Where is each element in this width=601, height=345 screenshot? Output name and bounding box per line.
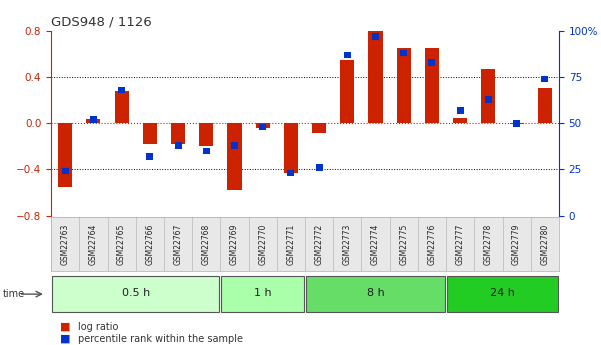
Bar xyxy=(400,50,407,56)
Text: percentile rank within the sample: percentile rank within the sample xyxy=(78,334,243,344)
Bar xyxy=(146,154,153,160)
Text: GSM22768: GSM22768 xyxy=(202,224,211,265)
Bar xyxy=(447,276,558,312)
Bar xyxy=(90,117,97,123)
Bar xyxy=(143,124,157,144)
Bar xyxy=(255,124,270,128)
Text: GSM22772: GSM22772 xyxy=(314,224,323,265)
Bar xyxy=(397,48,411,124)
Text: GSM22773: GSM22773 xyxy=(343,224,352,265)
Bar xyxy=(425,48,439,124)
Bar xyxy=(542,76,548,82)
Bar xyxy=(259,124,266,130)
Bar xyxy=(87,119,100,124)
Text: GSM22764: GSM22764 xyxy=(89,224,98,265)
Bar xyxy=(174,142,182,149)
Text: time: time xyxy=(3,289,25,299)
Text: GDS948 / 1126: GDS948 / 1126 xyxy=(51,16,152,29)
Bar xyxy=(368,31,383,124)
Text: GSM22774: GSM22774 xyxy=(371,224,380,265)
Text: GSM22769: GSM22769 xyxy=(230,224,239,265)
Bar xyxy=(231,142,238,149)
Bar xyxy=(58,124,72,187)
Bar xyxy=(222,276,304,312)
Text: ■: ■ xyxy=(60,322,70,332)
Bar xyxy=(510,124,523,125)
Text: GSM22763: GSM22763 xyxy=(61,224,70,265)
Text: GSM22779: GSM22779 xyxy=(512,224,521,265)
Bar xyxy=(171,124,185,144)
Bar xyxy=(513,120,520,127)
Bar xyxy=(457,107,464,114)
Bar xyxy=(316,165,323,171)
Text: GSM22778: GSM22778 xyxy=(484,224,493,265)
Bar xyxy=(312,124,326,132)
Bar xyxy=(372,33,379,40)
Bar xyxy=(203,148,210,154)
Bar xyxy=(287,170,294,176)
Bar xyxy=(306,276,445,312)
Text: GSM22771: GSM22771 xyxy=(287,224,296,265)
Bar xyxy=(538,88,552,124)
Bar xyxy=(227,124,242,190)
Bar xyxy=(453,118,467,124)
Text: GSM22775: GSM22775 xyxy=(399,224,408,265)
Text: 24 h: 24 h xyxy=(490,288,515,298)
Bar xyxy=(115,91,129,124)
Text: log ratio: log ratio xyxy=(78,322,118,332)
Text: GSM22767: GSM22767 xyxy=(174,224,183,265)
Text: GSM22776: GSM22776 xyxy=(427,224,436,265)
Text: GSM22780: GSM22780 xyxy=(540,224,549,265)
Bar xyxy=(485,96,492,102)
Bar xyxy=(52,276,219,312)
Bar xyxy=(284,124,298,173)
Text: ■: ■ xyxy=(60,334,70,344)
Bar xyxy=(62,168,69,175)
Text: 0.5 h: 0.5 h xyxy=(121,288,150,298)
Bar xyxy=(429,59,436,66)
Text: 8 h: 8 h xyxy=(367,288,385,298)
Bar xyxy=(199,124,213,146)
Text: GSM22777: GSM22777 xyxy=(456,224,465,265)
Text: GSM22765: GSM22765 xyxy=(117,224,126,265)
Text: GSM22766: GSM22766 xyxy=(145,224,154,265)
Text: 1 h: 1 h xyxy=(254,288,272,298)
Text: GSM22770: GSM22770 xyxy=(258,224,267,265)
Bar xyxy=(118,87,125,93)
Bar xyxy=(344,52,351,58)
Bar xyxy=(481,69,495,124)
Bar xyxy=(340,60,355,124)
